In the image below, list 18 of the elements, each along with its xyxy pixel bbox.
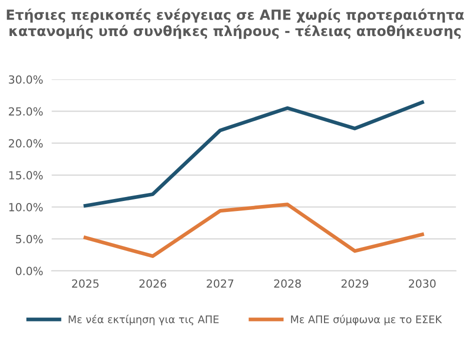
chart-title: Ετήσιες περικοπές ενέργειας σε ΑΠΕ χωρίς προτεραιότητα κατανομής υπό συνθήκες πλήρους - τέλειας αποθήκευσης <box>6 8 464 39</box>
legend-label: Με ΑΠΕ σύμφωνα με το ΕΣΕΚ <box>291 314 442 326</box>
x-tick-label: 2029 <box>342 279 368 288</box>
legend-label: Με νέα εκτίμηση για τις ΑΠΕ <box>68 314 219 326</box>
x-tick-label: 2026 <box>139 279 166 288</box>
y-tick-label: 0.0% <box>16 266 43 276</box>
y-tick-label: 20.0% <box>8 139 43 148</box>
x-tick-label: 2025 <box>72 279 99 288</box>
x-tick-label: 2028 <box>274 279 301 288</box>
x-tick-label: 2027 <box>206 279 234 288</box>
line-series <box>84 202 424 258</box>
y-tick-label: 25.0% <box>8 107 43 116</box>
x-tick-label: 2030 <box>408 279 436 288</box>
y-tick-label: 10.0% <box>9 202 43 212</box>
y-tick-label: 5.0% <box>16 234 43 244</box>
line-series <box>84 100 424 208</box>
y-tick-label: 30.0% <box>8 75 43 84</box>
y-tick-label: 15.0% <box>9 171 43 180</box>
